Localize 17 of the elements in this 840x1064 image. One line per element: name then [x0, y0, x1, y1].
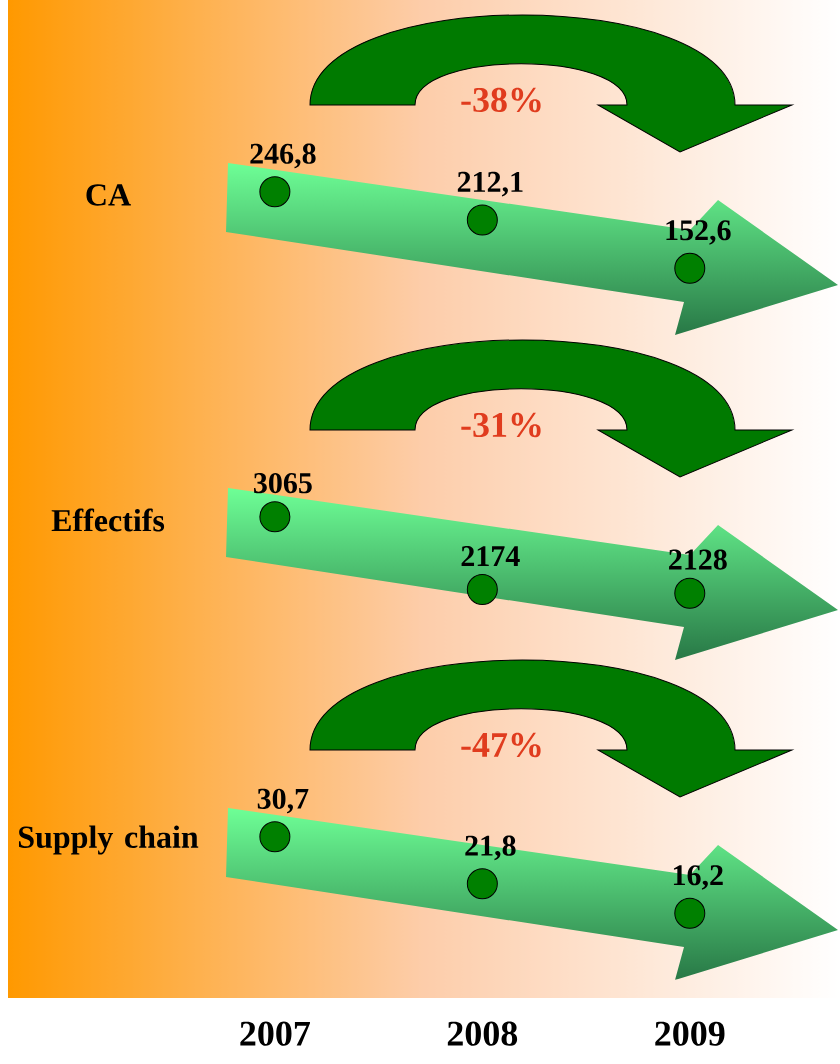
data-label: 152,6 [666, 220, 731, 245]
y-axis-title: Supply chain [18, 825, 199, 855]
text: -31% [461, 412, 541, 438]
x-tick-label: 2007 [240, 1021, 310, 1046]
data-label: 16,2 [673, 865, 723, 890]
y-axis-title: CA [86, 184, 131, 206]
text: -38% [461, 87, 541, 113]
data-label: 2128 [669, 549, 727, 570]
x-tick-label: 2009 [655, 1021, 725, 1046]
data-label: 212,1 [457, 171, 523, 197]
text: -47% [461, 732, 541, 758]
x-tick-label: 2008 [447, 1021, 518, 1046]
y-axis-title: Effectifs [51, 508, 165, 532]
data-label: 30,7 [257, 788, 309, 814]
data-label: 2174 [461, 546, 520, 566]
data-label: 3065 [254, 472, 312, 494]
data-label: 246,8 [250, 143, 316, 169]
